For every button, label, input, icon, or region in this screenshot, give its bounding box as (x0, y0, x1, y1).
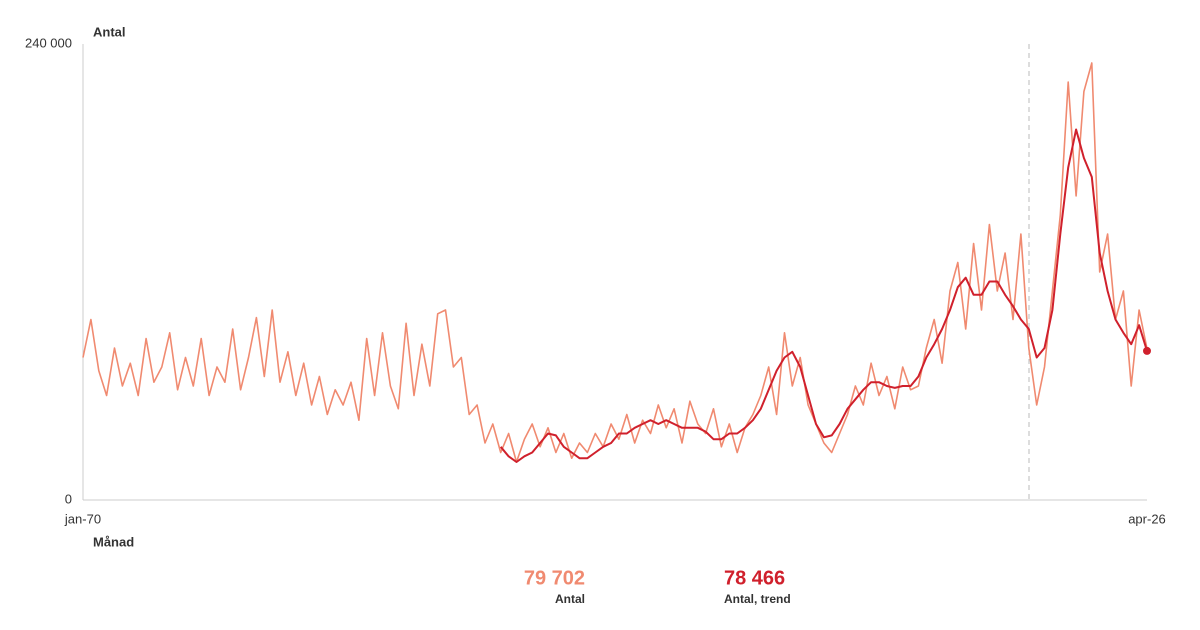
legend-value: 79 702 (524, 567, 585, 589)
latest-point (1143, 346, 1151, 355)
y-axis-label: Antal (93, 24, 126, 39)
x-axis-label: Månad (93, 534, 134, 549)
legend-label: Antal, trend (724, 592, 791, 606)
legend-value: 78 466 (724, 567, 785, 589)
y-tick-label: 0 (65, 491, 72, 506)
series-line (499, 128, 1148, 463)
series-line (82, 62, 1148, 463)
y-tick-label: 240 000 (25, 35, 72, 50)
x-tick-label: apr-26 (1128, 511, 1166, 526)
legend-label: Antal (555, 592, 585, 606)
x-tick-label: jan-70 (64, 511, 101, 526)
